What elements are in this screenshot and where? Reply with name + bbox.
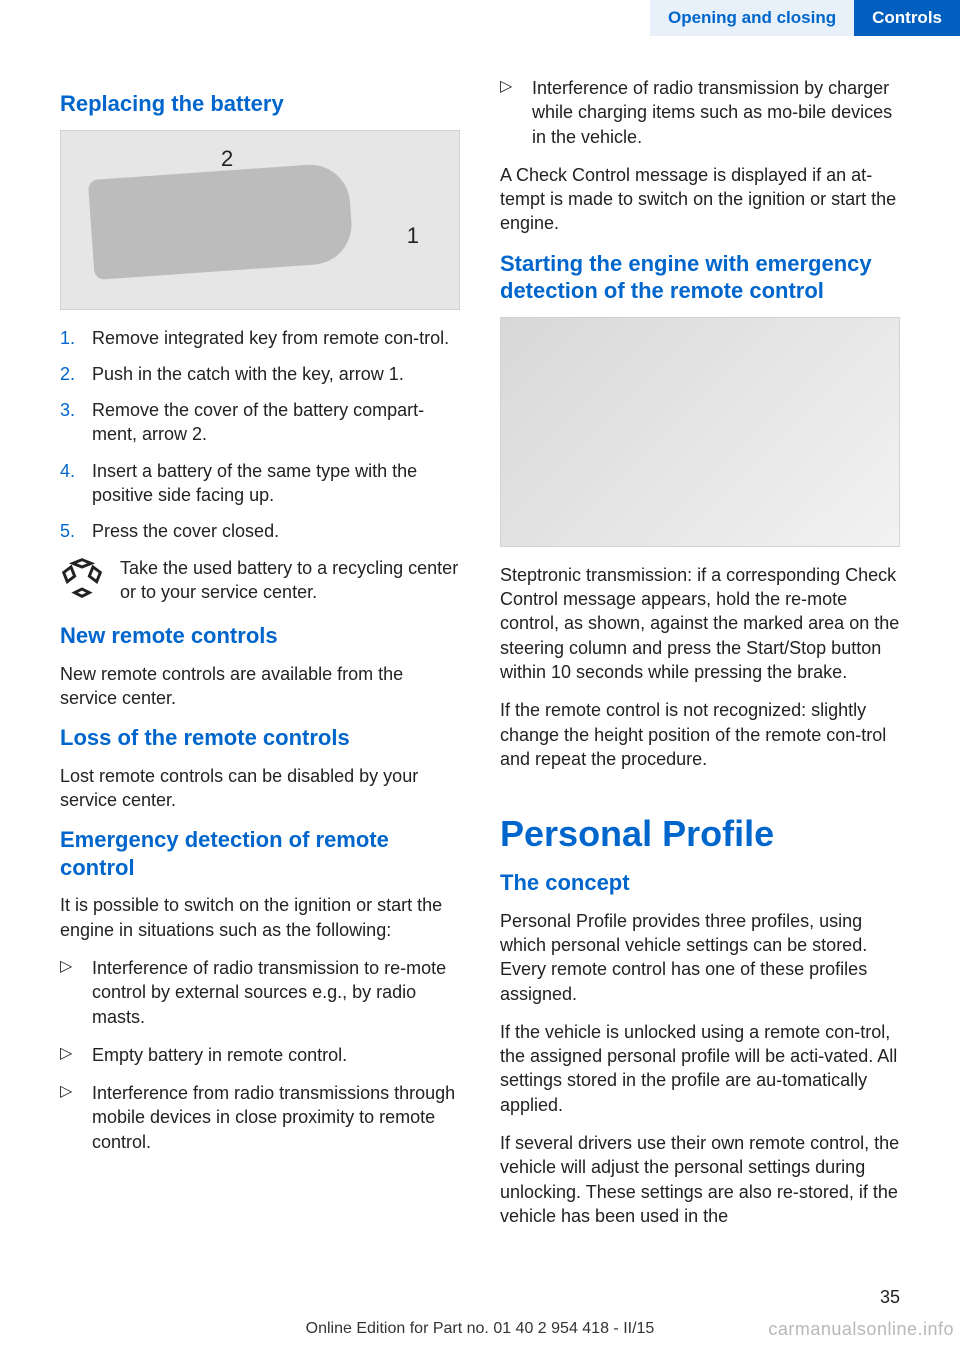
header-tab-section: Opening and closing [650,0,854,36]
paragraph: Lost remote controls can be disabled by … [60,764,460,813]
battery-steps-list: Remove integrated key from remote con‐tr… [60,326,460,544]
heading-new-remote: New remote controls [60,622,460,650]
recycle-icon [60,556,104,600]
list-item: Empty battery in remote control. [60,1043,460,1067]
paragraph: A Check Control message is displayed if … [500,163,900,236]
paragraph: If the remote control is not recognized:… [500,698,900,771]
list-item: Remove the cover of the battery compart‐… [60,398,460,447]
watermark-text: carmanualsonline.info [768,1319,960,1340]
paragraph: If the vehicle is unlocked using a remot… [500,1020,900,1117]
list-item: Interference of radio transmission by ch… [500,76,900,149]
paragraph: New remote controls are available from t… [60,662,460,711]
figure-key-battery: 2 1 [60,130,460,310]
list-item: Remove integrated key from remote con‐tr… [60,326,460,350]
heading-replacing-battery: Replacing the battery [60,90,460,118]
list-item: Interference of radio transmission to re… [60,956,460,1029]
paragraph: If several drivers use their own remote … [500,1131,900,1228]
heading-concept: The concept [500,869,900,897]
list-item: Interference from radio transmissions th… [60,1081,460,1154]
header-tab-chapter: Controls [854,0,960,36]
figure-arrow-1: 1 [407,223,419,249]
recycle-text: Take the used battery to a recycling cen… [120,556,460,605]
paragraph: Steptronic transmission: if a correspond… [500,563,900,684]
heading-loss-remote: Loss of the remote controls [60,724,460,752]
header-bar: Opening and closing Controls [0,0,960,36]
figure-steering-column [500,317,900,547]
emergency-list-left: Interference of radio transmission to re… [60,956,460,1154]
list-item: Press the cover closed. [60,519,460,543]
page-body: Replacing the battery 2 1 Remove integra… [0,36,960,1242]
page-number: 35 [880,1287,900,1308]
list-item: Push in the catch with the key, arrow 1. [60,362,460,386]
figure-arrow-2: 2 [221,146,233,172]
paragraph: It is possible to switch on the ignition… [60,893,460,942]
emergency-list-right: Interference of radio transmission by ch… [500,76,900,149]
recycle-note: Take the used battery to a recycling cen… [60,556,460,605]
right-column: Interference of radio transmission by ch… [500,76,900,1242]
key-fob-shape [88,162,354,280]
list-item: Insert a battery of the same type with t… [60,459,460,508]
heading-personal-profile: Personal Profile [500,813,900,855]
heading-starting-engine: Starting the engine with emergency detec… [500,250,900,305]
left-column: Replacing the battery 2 1 Remove integra… [60,76,460,1242]
heading-emergency-detection: Emergency detection of remote control [60,826,460,881]
paragraph: Personal Profile provides three profiles… [500,909,900,1006]
